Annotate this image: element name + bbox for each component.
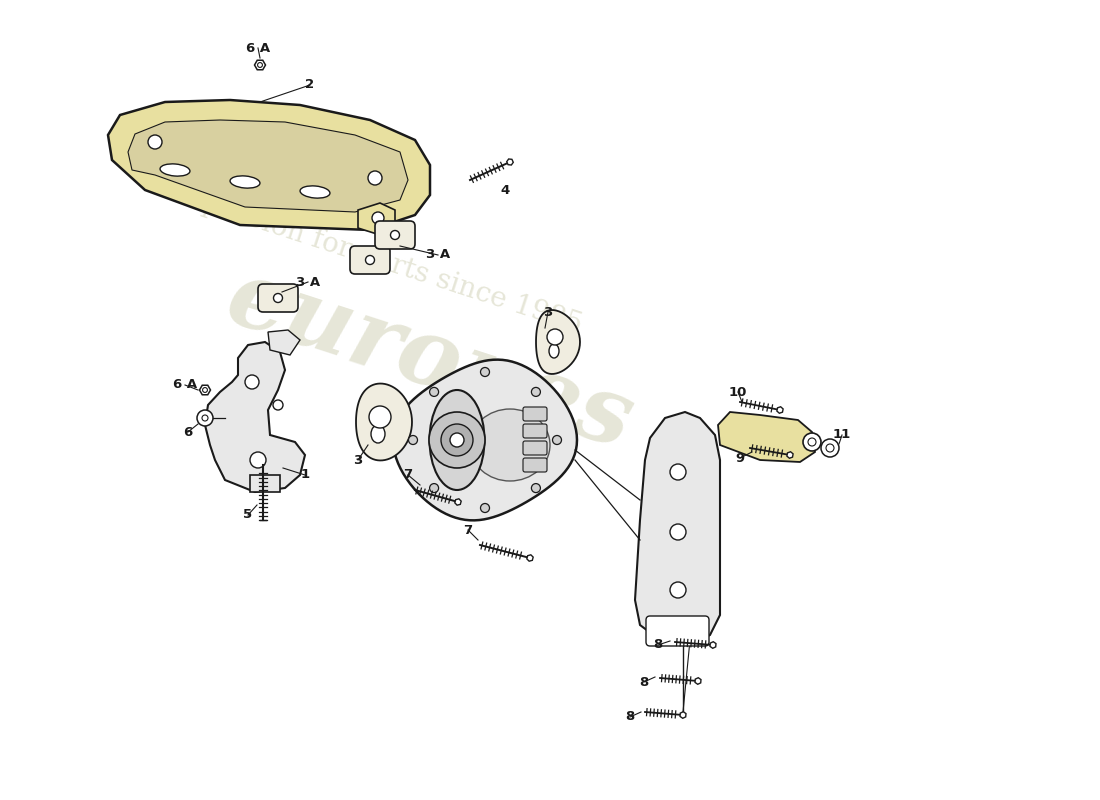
Polygon shape	[454, 499, 461, 505]
Circle shape	[430, 387, 439, 397]
Circle shape	[365, 255, 374, 265]
Ellipse shape	[549, 344, 559, 358]
Circle shape	[531, 483, 540, 493]
Circle shape	[803, 433, 821, 451]
Circle shape	[202, 387, 208, 393]
Polygon shape	[536, 310, 580, 374]
FancyBboxPatch shape	[375, 221, 415, 249]
Circle shape	[430, 483, 439, 493]
Text: 3 A: 3 A	[296, 275, 320, 289]
Ellipse shape	[230, 176, 260, 188]
Circle shape	[481, 503, 490, 513]
Circle shape	[202, 415, 208, 421]
Text: 2: 2	[306, 78, 315, 91]
Circle shape	[245, 375, 258, 389]
Polygon shape	[718, 412, 815, 462]
Polygon shape	[507, 159, 514, 165]
Circle shape	[808, 438, 816, 446]
Polygon shape	[128, 120, 408, 212]
Polygon shape	[199, 386, 210, 394]
Polygon shape	[108, 100, 430, 230]
Text: 6: 6	[184, 426, 192, 438]
Circle shape	[197, 410, 213, 426]
Text: 8: 8	[626, 710, 635, 723]
Polygon shape	[268, 330, 300, 355]
Circle shape	[429, 412, 485, 468]
Circle shape	[481, 367, 490, 377]
Circle shape	[390, 230, 399, 239]
Polygon shape	[358, 203, 395, 235]
Circle shape	[148, 135, 162, 149]
Text: europes: europes	[216, 252, 645, 468]
Ellipse shape	[470, 409, 550, 481]
Text: 7: 7	[463, 523, 473, 537]
Polygon shape	[680, 712, 686, 718]
Text: 6 A: 6 A	[246, 42, 271, 54]
Text: 3: 3	[353, 454, 363, 466]
Circle shape	[273, 400, 283, 410]
Text: 7: 7	[404, 469, 412, 482]
Polygon shape	[710, 642, 716, 648]
Circle shape	[250, 452, 266, 468]
FancyBboxPatch shape	[522, 424, 547, 438]
Circle shape	[450, 433, 464, 447]
Polygon shape	[777, 406, 783, 414]
Text: 1: 1	[300, 469, 309, 482]
Circle shape	[670, 524, 686, 540]
FancyBboxPatch shape	[258, 284, 298, 312]
Circle shape	[552, 435, 561, 445]
Circle shape	[670, 464, 686, 480]
Text: 8: 8	[653, 638, 662, 651]
Polygon shape	[254, 60, 265, 70]
Circle shape	[441, 424, 473, 456]
FancyBboxPatch shape	[522, 441, 547, 455]
Polygon shape	[393, 360, 578, 520]
Text: 11: 11	[833, 429, 851, 442]
Text: 4: 4	[500, 183, 509, 197]
Polygon shape	[205, 342, 305, 492]
Circle shape	[670, 582, 686, 598]
Circle shape	[257, 62, 263, 67]
Polygon shape	[695, 678, 701, 684]
Text: 6 A: 6 A	[173, 378, 197, 391]
Polygon shape	[635, 412, 720, 645]
Text: 3 A: 3 A	[426, 249, 450, 262]
Circle shape	[368, 406, 390, 428]
FancyBboxPatch shape	[646, 616, 710, 646]
FancyBboxPatch shape	[522, 458, 547, 472]
Polygon shape	[786, 452, 793, 458]
Polygon shape	[356, 383, 412, 461]
FancyBboxPatch shape	[522, 407, 547, 421]
Circle shape	[274, 294, 283, 302]
Circle shape	[547, 329, 563, 345]
Ellipse shape	[371, 425, 385, 443]
Circle shape	[368, 171, 382, 185]
Text: a passion for parts since 1985: a passion for parts since 1985	[175, 182, 585, 338]
Text: 10: 10	[729, 386, 747, 398]
Circle shape	[531, 387, 540, 397]
Circle shape	[408, 435, 418, 445]
Ellipse shape	[429, 390, 484, 490]
Circle shape	[372, 212, 384, 224]
Text: 5: 5	[243, 509, 253, 522]
Ellipse shape	[300, 186, 330, 198]
Circle shape	[821, 439, 839, 457]
Ellipse shape	[160, 164, 190, 176]
FancyBboxPatch shape	[350, 246, 390, 274]
Polygon shape	[250, 475, 280, 492]
Text: 8: 8	[639, 675, 649, 689]
Text: 3: 3	[543, 306, 552, 318]
Text: 9: 9	[736, 451, 745, 465]
Circle shape	[826, 444, 834, 452]
Polygon shape	[527, 555, 534, 561]
